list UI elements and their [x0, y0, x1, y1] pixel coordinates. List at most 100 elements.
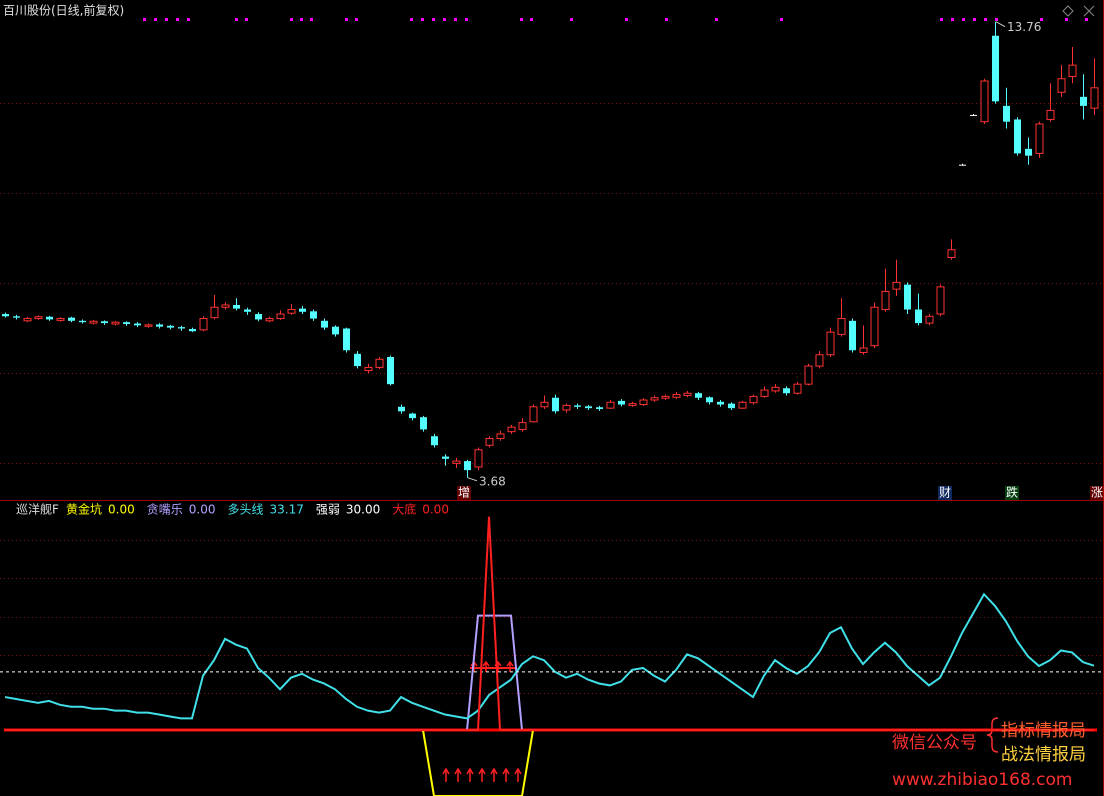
- candle-body: [904, 284, 911, 310]
- candle-body: [156, 324, 163, 327]
- candle-body: [1080, 96, 1087, 106]
- candle-body: [529, 406, 538, 423]
- wm-line1: 微信公众号: [892, 733, 977, 753]
- candle-body: [1090, 87, 1099, 109]
- signal-dot: [973, 18, 976, 21]
- candle-body: [585, 406, 592, 409]
- icon-diamond[interactable]: [1062, 5, 1074, 17]
- signal-dot: [454, 18, 457, 21]
- candle-body: [189, 328, 196, 332]
- candle-body: [310, 311, 317, 319]
- signal-dot: [625, 18, 628, 21]
- candle-body: [2, 314, 9, 317]
- signal-dot: [443, 18, 446, 21]
- signal-dot: [780, 18, 783, 21]
- arrow: [490, 767, 498, 782]
- candle-body: [13, 316, 20, 318]
- candle-body: [287, 309, 296, 314]
- candle-body: [672, 394, 681, 398]
- candle-body: [606, 401, 615, 409]
- series-line: [4, 592, 1095, 720]
- max-leader: [995, 21, 1006, 28]
- signal-dot: [951, 18, 954, 21]
- candle-body: [815, 354, 824, 367]
- candle-body: [1035, 123, 1044, 154]
- candle-body: [221, 304, 230, 308]
- signal-dot: [410, 18, 413, 21]
- candle-body: [321, 320, 328, 328]
- max-label: 13.76: [1007, 20, 1041, 34]
- candle-body: [178, 327, 185, 329]
- candle-body: [870, 306, 879, 347]
- candle-body: [46, 316, 53, 320]
- candle-body: [34, 316, 43, 320]
- candle-body: [79, 320, 86, 323]
- signal-label: 涨: [1091, 485, 1103, 500]
- signal-dot: [300, 18, 303, 21]
- candle-body: [1068, 64, 1077, 77]
- signal-dot: [1085, 18, 1088, 21]
- candle-body: [849, 320, 856, 351]
- signal-dot: [984, 18, 987, 21]
- candle-body: [1003, 105, 1010, 122]
- signal-dot: [187, 18, 190, 21]
- indicator-title: 巡洋舰F: [16, 502, 59, 517]
- signal-dot: [665, 18, 668, 21]
- candle-body: [210, 306, 219, 319]
- signal-dot: [235, 18, 238, 21]
- signal-dot: [154, 18, 157, 21]
- candle-body: [749, 395, 758, 404]
- candle-body: [111, 321, 120, 325]
- signal-dot: [570, 18, 573, 21]
- candle-body: [596, 407, 603, 410]
- candle-body: [804, 365, 813, 385]
- candle-body: [474, 449, 483, 468]
- legend-value: 0.00: [422, 503, 449, 517]
- candle-body: [23, 318, 32, 322]
- candle-body: [706, 397, 713, 403]
- min-label: 3.68: [479, 474, 506, 488]
- legend-name: 多头线: [227, 503, 263, 517]
- candle-body: [738, 401, 747, 409]
- candle-body: [1046, 109, 1055, 120]
- candle-body: [540, 401, 549, 408]
- candle-body: [1014, 119, 1021, 154]
- candle-body: [518, 422, 527, 430]
- candle-body: [387, 357, 394, 385]
- candle-body: [980, 80, 989, 123]
- arrow: [478, 767, 486, 782]
- candle-body: [101, 321, 108, 324]
- candle-body: [89, 320, 98, 324]
- candle-body: [409, 413, 416, 419]
- candle-body: [574, 405, 581, 407]
- candle-body: [144, 324, 153, 327]
- wm-url: www.zhibiao168.com: [892, 770, 1072, 790]
- candle-body: [552, 397, 559, 412]
- signal-dot: [176, 18, 179, 21]
- signal-label: 跌: [1006, 485, 1018, 500]
- candle-body: [68, 317, 75, 321]
- candle-body: [959, 164, 966, 166]
- signal-dot: [1065, 18, 1068, 21]
- candle-body: [618, 400, 625, 405]
- signal-dot: [143, 18, 146, 21]
- candle-body: [859, 347, 868, 353]
- candle-body: [265, 318, 274, 322]
- candle-body: [452, 460, 461, 464]
- signal-dot: [345, 18, 348, 21]
- signal-dot: [245, 18, 248, 21]
- signal-dot: [432, 18, 435, 21]
- candle-body: [375, 358, 384, 368]
- arrow: [514, 767, 522, 782]
- candle-body: [826, 331, 835, 356]
- icon-close[interactable]: [1083, 5, 1095, 17]
- candle-body: [299, 308, 306, 312]
- signal-label: 增: [458, 486, 470, 500]
- candle-body: [683, 392, 692, 396]
- candle-body: [420, 417, 427, 430]
- legend-value: 0.00: [189, 503, 216, 517]
- candle-body: [1057, 78, 1066, 93]
- main-title: 百川股份(日线,前复权): [3, 3, 124, 18]
- signal-dot: [355, 18, 358, 21]
